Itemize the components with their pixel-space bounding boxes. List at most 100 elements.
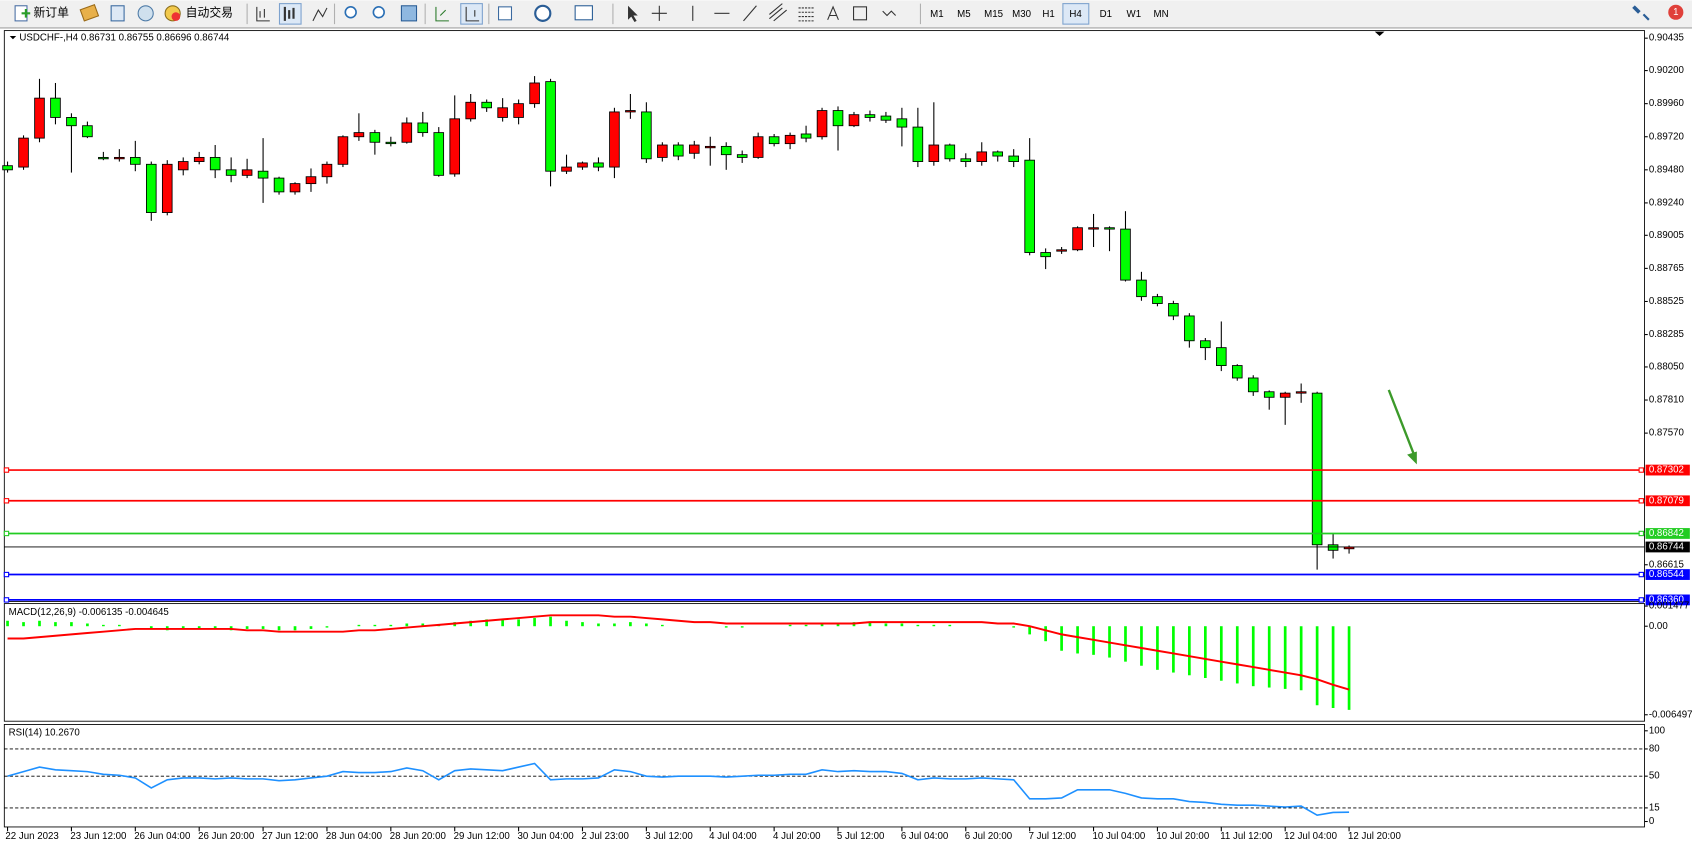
candle-body [145,163,157,213]
candle-body [1231,365,1243,379]
level-handle [1638,498,1644,504]
candle-body [1120,228,1131,281]
level-handle [1638,467,1644,473]
chart-shift-marker[interactable] [1374,31,1385,36]
icon [465,6,480,22]
x-tick-label: 22 Jun 2023 [5,831,58,842]
text-tool[interactable] [827,5,839,21]
candle-body [577,162,588,168]
x-tick-label: 7 Jul 12:00 [1029,831,1077,842]
arrows-tool[interactable] [882,10,897,17]
x-tick-label: 6 Jul 04:00 [901,831,949,842]
candle-body [337,136,349,165]
candle-body [401,122,413,143]
candle-body [241,169,253,176]
level-price-tag [1645,594,1690,606]
annotation-arrow [1387,389,1417,465]
timeframe-button[interactable]: M30 [1012,9,1031,20]
timeframe-button[interactable]: MN [1154,9,1169,20]
trendline-tool[interactable] [743,5,757,22]
level-price-label: 0.86842 [1649,528,1684,539]
level-price-label: 0.86360 [1649,594,1685,605]
label-tool[interactable] [853,6,868,21]
candle-body [193,156,205,162]
y-tick-label: 0.86615 [1649,559,1684,570]
zoom-out[interactable] [372,6,385,19]
y-tick-label: 0.89240 [1649,197,1685,208]
candle-body [50,97,61,118]
templates[interactable] [574,5,593,21]
level-price-label: 0.87079 [1649,495,1684,506]
y-tick-label: 0.87570 [1649,428,1685,439]
y-tick-label: 0.87810 [1649,395,1685,406]
timeframe-button[interactable]: D1 [1100,9,1112,20]
level-handle [1638,530,1644,537]
candle-body [18,137,29,168]
y-tick-label: 0.89960 [1649,98,1685,109]
level-handle [3,530,10,537]
channel-tool[interactable] [769,3,787,22]
candle-body [1072,227,1083,251]
icon[interactable] [256,6,270,22]
arrow-shaft [1387,389,1415,455]
candle-body [385,141,397,145]
tile-windows[interactable] [400,5,418,22]
candle-body [465,101,476,120]
indicators[interactable] [497,6,513,21]
x-tick-label: 30 Jun 04:00 [518,831,575,842]
candles [2,76,1355,570]
candle-body [2,165,13,171]
y-tick-label: 0.00 [1649,621,1668,632]
icon[interactable] [79,3,100,22]
timeframe-button[interactable]: H4 [1069,9,1082,20]
candle-body [1311,392,1323,546]
candle-body [82,125,93,138]
y-tick-label: 0.88285 [1649,329,1684,340]
level-handle [1638,597,1644,603]
icon[interactable] [312,7,328,22]
timeframe-button[interactable]: M1 [930,9,943,20]
candle-body [688,144,700,154]
button-label: 新订单 [33,5,69,19]
candle-body [720,145,732,156]
search[interactable] [1632,5,1650,21]
level-price-tag [1645,495,1690,507]
periods[interactable] [534,4,552,22]
timeframe-button[interactable]: M15 [984,9,1003,20]
icon[interactable] [137,5,154,22]
candle-body [1295,391,1307,394]
chart-window: USDCHF-,H4 0.86731 0.86755 0.86696 0.867… [2,30,1692,842]
icon[interactable] [110,5,125,22]
timeframe-button[interactable]: W1 [1127,9,1142,20]
candle-body [353,132,365,138]
x-tick-label: 29 Jun 12:00 [454,831,511,842]
candle-body [1200,340,1211,349]
zoom-in[interactable] [344,6,357,19]
candle-body [992,151,1004,157]
cursor-tool[interactable] [628,5,638,22]
timeframe-button[interactable]: M5 [957,9,970,20]
macd-panel [3,603,1645,722]
icon[interactable] [435,6,449,22]
candle-body [1056,249,1067,252]
level-handle [1638,571,1644,578]
candle-body [768,136,780,145]
notification-badge[interactable] [1668,4,1684,20]
level-price-label: 0.86544 [1649,569,1685,580]
crosshair-tool[interactable] [651,5,667,21]
rsi-header: RSI(14) 10.2670 [9,728,81,739]
y-tick-label: 80 [1649,744,1660,755]
new-order-button[interactable]: 新订单 [14,5,69,22]
candle-body [816,110,828,138]
timeframe-button[interactable]: H1 [1042,9,1054,20]
auto-trading-button[interactable]: 自动交易 [164,5,233,22]
candle-body [848,114,860,127]
macd-header: MACD(12,26,9) -0.006135 -0.004645 [9,607,169,618]
candle-body [657,144,668,158]
candle-body [257,170,269,179]
fibo-tool[interactable] [798,7,814,22]
y-tick-label: 100 [1649,725,1666,736]
candle-body [1152,296,1163,304]
timeframes: M1 M5 M15 M30 H1 H4 D1 W1 MN [930,3,1169,25]
